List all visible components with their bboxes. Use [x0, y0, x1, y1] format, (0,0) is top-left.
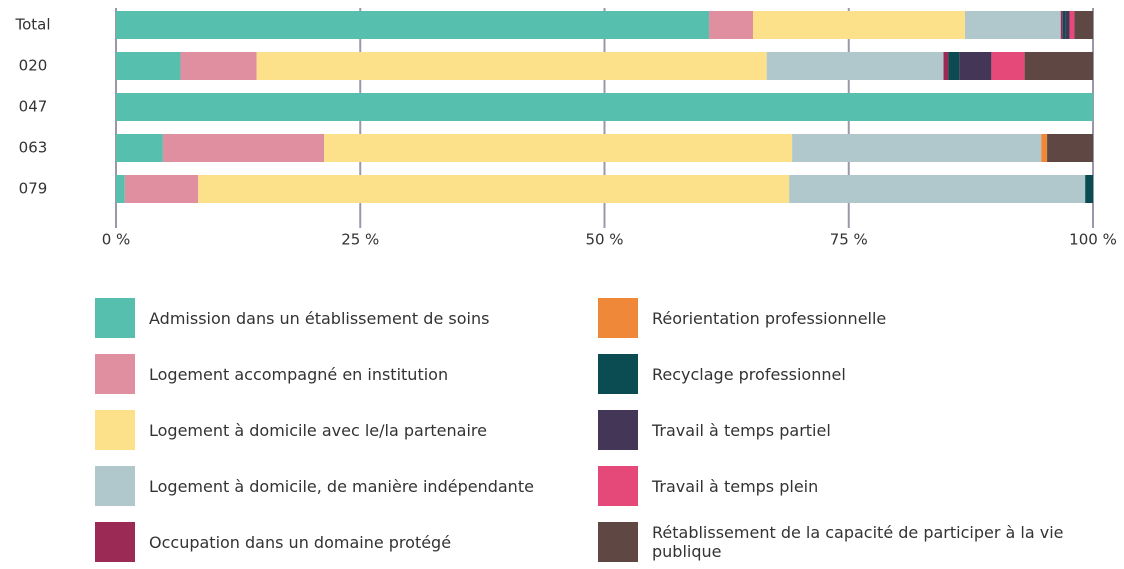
- legend-label: Réorientation professionnelle: [652, 308, 887, 328]
- legend-item: Travail à temps plein: [598, 466, 1112, 506]
- bar-segment: [792, 134, 1042, 162]
- bar-segment: [753, 11, 966, 39]
- legend-swatch: [95, 522, 135, 562]
- y-tick-label: 063: [19, 139, 48, 157]
- bar-segment: [709, 11, 754, 39]
- legend-item: Réorientation professionnelle: [598, 298, 1112, 338]
- legend-label: Logement à domicile avec le/la partenair…: [149, 420, 487, 440]
- legend-label: Logement à domicile, de manière indépend…: [149, 476, 534, 496]
- bar-segment: [198, 175, 790, 203]
- bars: [116, 11, 1093, 203]
- bar-segment: [116, 11, 710, 39]
- bar-segment: [256, 52, 767, 80]
- legend-swatch: [598, 354, 638, 394]
- legend-label: Admission dans un établissement de soins: [149, 308, 490, 328]
- legend-label: Occupation dans un domaine protégé: [149, 532, 452, 552]
- bar-segment: [162, 134, 325, 162]
- legend-item: Rétablissement de la capacité de partici…: [598, 522, 1112, 562]
- x-tick-label: 100 %: [1069, 231, 1117, 249]
- legend-label: Travail à temps plein: [652, 476, 819, 496]
- bar-segment: [766, 52, 944, 80]
- legend-swatch: [598, 466, 638, 506]
- x-tick-label: 50 %: [585, 231, 623, 249]
- bar-segment: [1085, 175, 1093, 203]
- plot: 0 % 25 % 50 % 75 % 100 % Total 020 047 063 079: [14, 8, 1117, 249]
- legend-swatch: [95, 466, 135, 506]
- bar-segment: [1024, 52, 1093, 80]
- bar-segment: [959, 52, 992, 80]
- legend-swatch: [598, 298, 638, 338]
- y-tick-label: 079: [19, 180, 48, 198]
- legend-label: Logement accompagné en institution: [149, 364, 449, 384]
- legend-item: Occupation dans un domaine protégé: [95, 522, 609, 562]
- x-tick-label: 25 %: [341, 231, 379, 249]
- legend-swatch: [95, 410, 135, 450]
- x-tick-label: 0 %: [102, 231, 131, 249]
- bar-segment: [324, 134, 793, 162]
- legend-item: Travail à temps partiel: [598, 410, 1112, 450]
- legend-item: Logement à domicile, de manière indépend…: [95, 466, 609, 506]
- bar-segment: [1060, 11, 1063, 39]
- bar-segment: [116, 93, 1093, 121]
- bar-segment: [116, 175, 125, 203]
- legend-swatch: [95, 354, 135, 394]
- legend-label: Recyclage professionnel: [652, 364, 846, 384]
- legend-item: Recyclage professionnel: [598, 354, 1112, 394]
- legend-swatch: [95, 298, 135, 338]
- bar-segment: [965, 11, 1061, 39]
- bar-segment: [789, 175, 1086, 203]
- y-tick-label: 047: [19, 98, 48, 116]
- bar-segment: [991, 52, 1025, 80]
- y-tick-label: 020: [19, 57, 48, 75]
- bar-segment: [1065, 11, 1070, 39]
- legend-item: Admission dans un établissement de soins: [95, 298, 609, 338]
- x-tick-label: 75 %: [830, 231, 868, 249]
- bar-segment: [943, 52, 949, 80]
- bar-segment: [116, 134, 163, 162]
- bar-segment: [180, 52, 257, 80]
- legend-item: Logement accompagné en institution: [95, 354, 609, 394]
- bar-segment: [1074, 11, 1093, 39]
- bar-segment: [1069, 11, 1075, 39]
- bar-segment: [948, 52, 960, 80]
- bar-segment: [1041, 134, 1048, 162]
- legend-swatch: [598, 410, 638, 450]
- legend-swatch: [598, 522, 638, 562]
- bar-segment: [116, 52, 181, 80]
- bar-segment: [1047, 134, 1093, 162]
- legend-label: Travail à temps partiel: [652, 420, 831, 440]
- bar-segment: [124, 175, 199, 203]
- legend-label: Rétablissement de la capacité de partici…: [652, 523, 1064, 561]
- bar-segment: [1062, 11, 1066, 39]
- y-tick-label: Total: [14, 16, 50, 34]
- legend-item: Logement à domicile avec le/la partenair…: [95, 410, 609, 450]
